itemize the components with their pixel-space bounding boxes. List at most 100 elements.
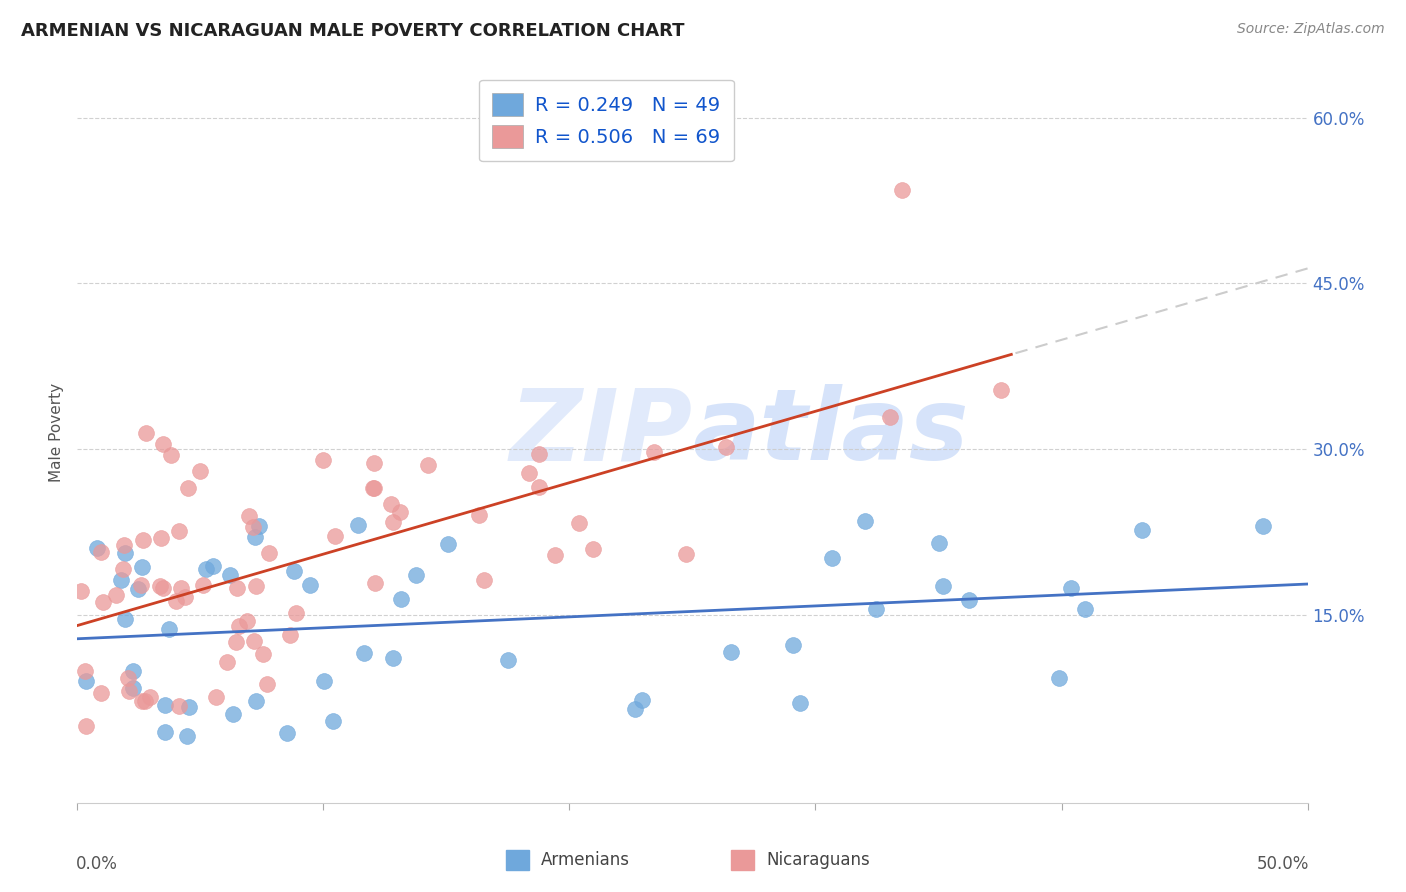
Text: atlas: atlas (693, 384, 969, 481)
Point (322, 714, 344, 728)
Point (312, 453, 335, 467)
Point (382, 515, 405, 529)
Text: Source: ZipAtlas.com: Source: ZipAtlas.com (1237, 22, 1385, 37)
Point (517, 466, 540, 480)
Point (298, 578, 321, 592)
Point (236, 615, 259, 629)
Point (363, 481, 385, 495)
Point (283, 564, 305, 578)
Point (957, 593, 980, 607)
Point (276, 725, 298, 739)
Point (117, 671, 139, 685)
Point (228, 618, 250, 632)
Point (312, 673, 335, 688)
Point (582, 542, 605, 557)
Point (176, 730, 198, 744)
Point (131, 693, 153, 707)
Point (90, 544, 112, 558)
Point (195, 562, 218, 576)
Point (496, 653, 519, 667)
Point (474, 573, 496, 587)
Point (630, 692, 652, 706)
Point (243, 633, 266, 648)
Point (720, 645, 742, 659)
Point (527, 447, 550, 461)
Point (179, 699, 201, 714)
Point (167, 698, 190, 713)
Point (149, 531, 172, 545)
Point (468, 508, 491, 523)
Point (129, 577, 152, 591)
Point (1251, 519, 1274, 533)
Point (243, 530, 266, 544)
Point (222, 707, 245, 722)
Point (245, 579, 267, 593)
Point (167, 524, 190, 538)
Point (157, 622, 180, 636)
Text: ARMENIAN VS NICARAGUAN MALE POVERTY CORRELATION CHART: ARMENIAN VS NICARAGUAN MALE POVERTY CORR… (21, 22, 685, 40)
Point (152, 581, 174, 595)
Point (122, 665, 145, 679)
Point (134, 694, 156, 708)
Point (389, 505, 412, 519)
Text: 0.0%: 0.0% (76, 855, 118, 872)
Point (990, 383, 1012, 397)
Point (1047, 671, 1070, 685)
Point (155, 698, 177, 712)
Point (675, 547, 697, 561)
Point (353, 646, 375, 660)
Point (238, 508, 260, 523)
Point (90, 686, 112, 700)
Point (118, 683, 141, 698)
Point (177, 481, 200, 495)
Point (437, 537, 460, 551)
Point (225, 635, 247, 649)
Point (114, 611, 136, 625)
Point (1130, 523, 1153, 537)
Point (568, 516, 591, 531)
Point (188, 464, 212, 478)
Point (278, 628, 301, 642)
Point (247, 519, 270, 533)
Point (86, 541, 108, 556)
Point (127, 582, 149, 596)
Point (853, 514, 876, 528)
Point (643, 445, 665, 459)
Point (821, 551, 844, 566)
Point (789, 696, 811, 710)
Point (1060, 582, 1083, 596)
Point (111, 562, 134, 576)
Point (160, 448, 183, 462)
Point (70, 584, 93, 599)
Point (544, 548, 567, 562)
Point (219, 568, 242, 582)
Point (256, 677, 278, 691)
Point (165, 593, 187, 607)
Point (131, 559, 153, 574)
Text: Nicaraguans: Nicaraguans (766, 851, 870, 869)
Point (782, 638, 804, 652)
Point (1073, 602, 1095, 616)
Point (389, 592, 412, 607)
Point (135, 425, 157, 440)
Point (879, 410, 901, 425)
Point (865, 602, 887, 616)
Point (215, 655, 238, 669)
Point (242, 519, 264, 533)
Text: 50.0%: 50.0% (1257, 855, 1309, 872)
Point (363, 456, 385, 470)
Point (75, 719, 97, 733)
Point (364, 576, 387, 591)
Point (105, 588, 128, 602)
Point (153, 725, 176, 739)
Point (928, 536, 950, 550)
Point (890, 182, 912, 196)
Text: Armenians: Armenians (541, 851, 630, 869)
Point (932, 579, 955, 593)
Point (225, 581, 247, 595)
Point (110, 574, 132, 588)
Point (416, 458, 439, 472)
Point (148, 579, 170, 593)
Point (122, 681, 145, 696)
Point (527, 480, 550, 494)
